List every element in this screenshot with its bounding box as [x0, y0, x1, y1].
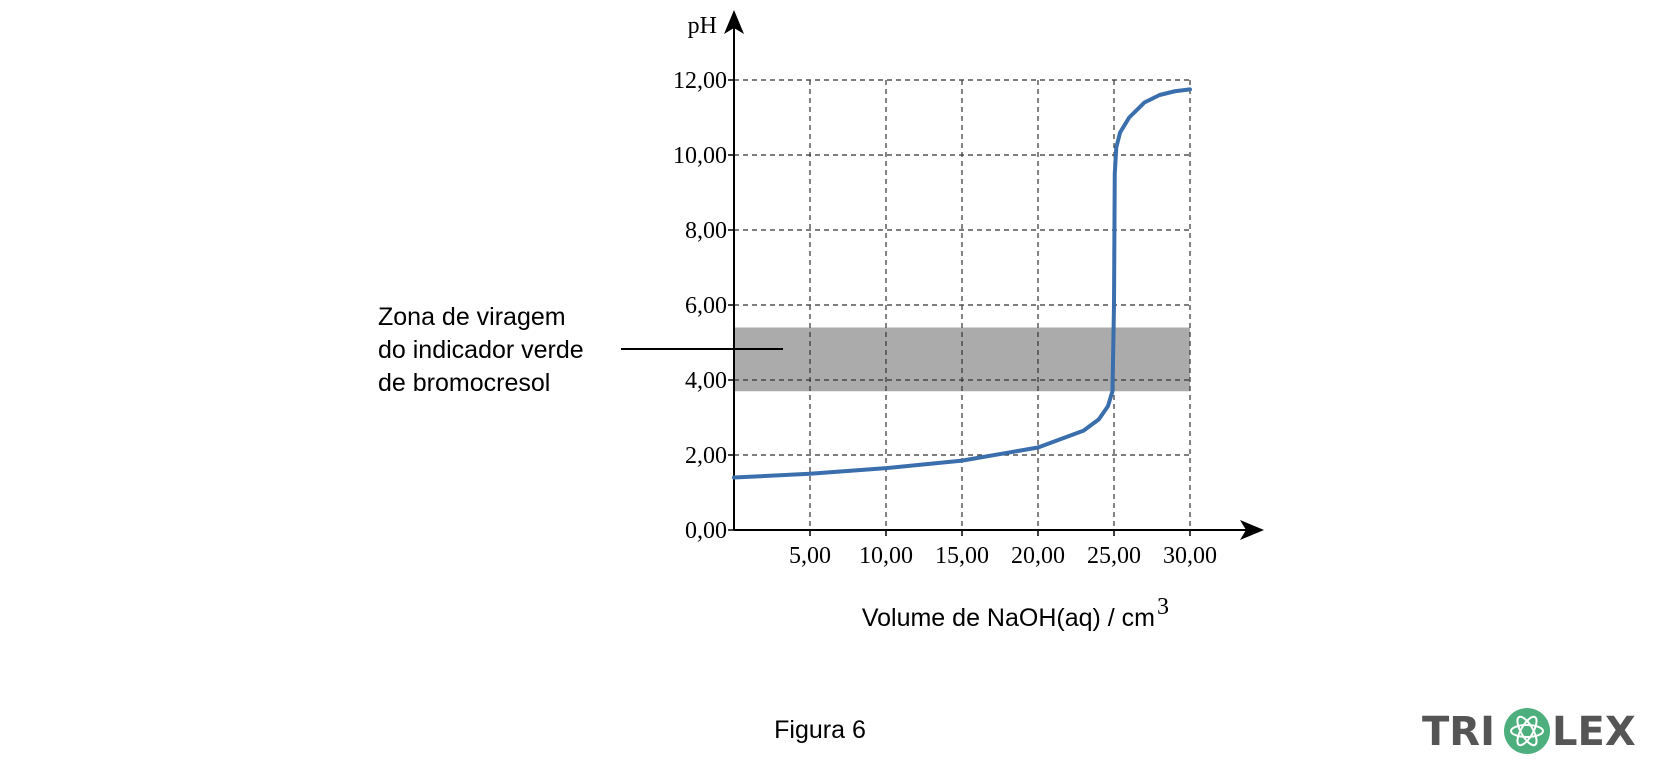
logo-icon: [1510, 724, 1544, 738]
x-tick-label: 15,00: [935, 543, 989, 569]
x-axis-label-sup: 3: [1157, 594, 1169, 620]
logo-text: LEX: [1552, 709, 1636, 755]
x-tick-label: 5,00: [789, 543, 831, 569]
y-tick-label: 10,00: [673, 143, 727, 169]
band-label: Zona de viragem: [378, 303, 566, 331]
logo-icon: [1516, 715, 1538, 747]
band-label: de bromocresol: [378, 369, 550, 397]
caption: Figura 6: [774, 716, 866, 744]
y-tick-label: 0,00: [685, 518, 727, 544]
logo-icon: [1504, 708, 1550, 754]
ph-curve: [732, 87, 1192, 480]
x-tick-label: 20,00: [1011, 543, 1065, 569]
x-tick-label: 30,00: [1163, 543, 1217, 569]
y-tick-label: 6,00: [685, 293, 727, 319]
y-tick-label: 4,00: [685, 368, 727, 394]
x-tick-label: 10,00: [859, 543, 913, 569]
y-tick-label: 12,00: [673, 68, 727, 94]
logo: TRI LEX: [1422, 708, 1636, 755]
y-axis-label: pH: [688, 13, 717, 39]
x-axis-label: Volume de NaOH(aq) / cm: [862, 604, 1155, 632]
y-tick-label: 8,00: [685, 218, 727, 244]
y-tick-label: 2,00: [685, 443, 727, 469]
band-label: do indicador verde: [378, 336, 584, 364]
logo-text: TRI: [1422, 709, 1495, 755]
logo-icon: [1516, 715, 1538, 747]
x-tick-label: 25,00: [1087, 543, 1141, 569]
